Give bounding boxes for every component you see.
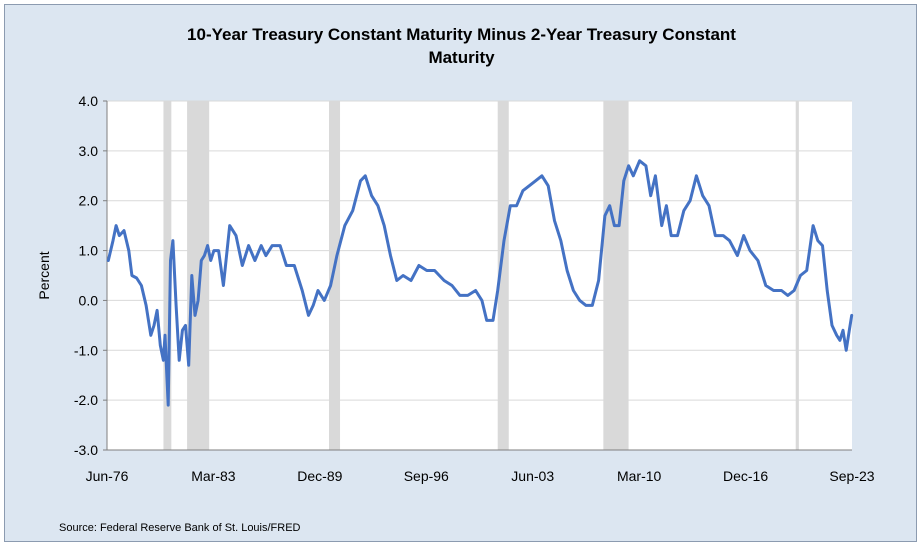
y-tick-label: 1.0 [79,243,99,259]
y-tick-label: 2.0 [79,193,99,209]
recession-band [603,101,629,450]
y-axis-title: Percent [36,251,52,299]
y-tick-label: 4.0 [79,93,99,109]
recession-band [329,101,341,450]
y-tick-label: 0.0 [79,292,99,308]
x-tick-label: Mar-83 [191,468,236,484]
y-tick-label: -3.0 [74,442,98,458]
source-note: Source: Federal Reserve Bank of St. Loui… [59,522,301,534]
y-tick-label: -2.0 [74,392,98,408]
recession-band [163,101,172,450]
axes-group [103,100,852,451]
x-tick-label: Dec-16 [723,468,768,484]
series-group [106,159,854,407]
x-tick-label: Sep-23 [829,468,874,484]
recession-band [497,101,509,450]
chart-title: 10-Year Treasury Constant Maturity Minus… [5,23,918,69]
gridlines-group [107,100,852,401]
x-tick-label: Jun-03 [511,468,554,484]
plot-area [107,101,852,450]
chart-title-line-1: 10-Year Treasury Constant Maturity Minus… [187,25,736,44]
x-tick-label: Jun-76 [86,468,129,484]
x-tick-labels-group: Jun-76 Mar-83 Dec-89 Sep-96 Jun-03 Mar-10 Dec-… [86,468,875,484]
y-tick-label: 3.0 [79,143,99,159]
x-tick-label: Dec-89 [297,468,342,484]
y-tick-labels-group: 4.0 3.0 2.0 1.0 0.0 -1.0 -2.0 -3.0 [74,93,98,458]
x-tick-label: Mar-10 [617,468,662,484]
recession-shading-group [163,101,799,450]
chart-title-line-2: Maturity [428,48,495,67]
y-tick-label: -1.0 [74,342,98,358]
series-line [106,159,854,407]
x-tick-label: Sep-96 [404,468,449,484]
recession-band [795,101,799,450]
recession-band [187,101,210,450]
